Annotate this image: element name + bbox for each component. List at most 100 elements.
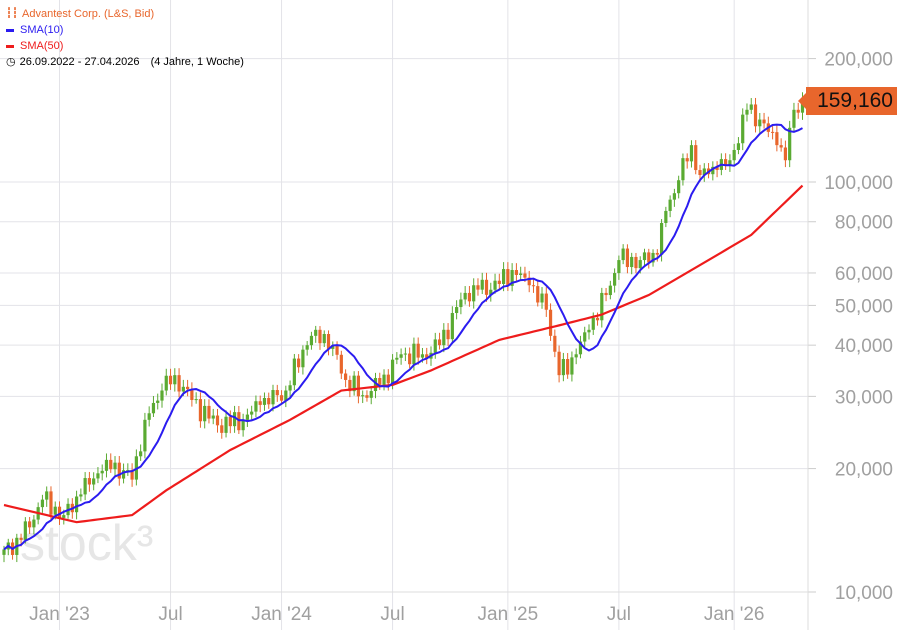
candle <box>339 350 343 380</box>
x-tick-label: Jul <box>158 604 182 625</box>
candle <box>497 273 501 291</box>
y-tick-label: 80,000 <box>835 213 893 234</box>
candle-body <box>412 343 416 365</box>
candle-body <box>681 158 685 181</box>
candle <box>621 244 625 265</box>
candle <box>625 244 630 274</box>
date-range[interactable]: ◷ 26.09.2022 - 27.04.2026 (4 Jahre, 1 Woc… <box>6 54 244 70</box>
candle-body <box>45 491 49 500</box>
candle <box>45 486 49 507</box>
legend-label: SMA(10) <box>20 24 64 36</box>
candle-body <box>168 375 173 385</box>
candle <box>352 371 356 396</box>
candle-body <box>275 390 279 396</box>
sma50-line <box>3 184 804 524</box>
candle <box>425 347 429 365</box>
y-tick-label: 20,000 <box>835 460 893 481</box>
candle <box>220 418 224 439</box>
candle-body <box>173 375 177 385</box>
candle-body <box>437 339 442 346</box>
candle <box>275 384 279 402</box>
candle-body <box>23 521 27 540</box>
candle-body <box>40 499 45 508</box>
candle-body <box>638 260 642 269</box>
candle-body <box>519 273 523 275</box>
candle-body <box>745 109 749 115</box>
candle-body <box>497 280 501 284</box>
candle <box>322 330 326 348</box>
candle-body <box>203 405 207 422</box>
candle-body <box>758 119 762 127</box>
x-tick-label: Jan '25 <box>478 604 539 625</box>
candle <box>335 341 339 360</box>
candle-body <box>762 119 766 124</box>
candle-body <box>672 193 676 200</box>
candle-body <box>356 375 361 397</box>
candle <box>600 287 604 328</box>
candle-body <box>53 506 57 515</box>
candle-body <box>634 256 638 269</box>
candle <box>689 140 694 168</box>
candle <box>194 392 198 404</box>
candle <box>570 351 574 382</box>
candle <box>783 140 788 168</box>
candle <box>109 453 113 473</box>
candle <box>548 303 553 341</box>
candle <box>173 368 177 392</box>
candle-body <box>600 292 604 321</box>
candle <box>92 472 96 491</box>
candle <box>284 385 288 408</box>
candle <box>305 341 309 356</box>
legend-item-sma10[interactable]: SMA(10) <box>6 22 244 38</box>
candle <box>771 125 775 140</box>
candle <box>314 325 318 343</box>
candle-body <box>689 145 694 162</box>
candle-body <box>344 373 348 380</box>
candle-body <box>215 415 220 426</box>
candle <box>96 467 100 484</box>
candle-body <box>121 470 126 479</box>
candle-body <box>2 549 6 555</box>
candle-body <box>160 390 164 401</box>
candle-body <box>207 405 211 419</box>
candle-body <box>100 470 104 474</box>
candle-body <box>369 391 373 398</box>
candle <box>455 300 459 320</box>
candle <box>164 368 168 396</box>
candle <box>484 272 489 302</box>
candle-body <box>220 425 224 433</box>
date-range-text: 26.09.2022 - 27.04.2026 <box>19 56 140 68</box>
candle <box>437 332 442 350</box>
candle-body <box>553 335 557 352</box>
candle-body <box>587 329 591 333</box>
candle-body <box>126 470 130 472</box>
candle <box>207 399 211 424</box>
candle-body <box>715 166 719 170</box>
candle-body <box>659 222 664 255</box>
candle <box>472 278 476 309</box>
clock-icon: ◷ <box>6 56 16 68</box>
candle-body <box>694 145 698 171</box>
sma10-swatch-icon <box>6 28 14 32</box>
candle-body <box>92 478 96 485</box>
candle-body <box>258 401 262 405</box>
candle-body <box>625 248 630 268</box>
candle <box>177 368 181 398</box>
candle-body <box>250 411 254 415</box>
candle-body <box>151 402 156 414</box>
candle <box>672 188 676 207</box>
candle <box>79 488 83 502</box>
candle-body <box>664 210 668 223</box>
legend-item-sma50[interactable]: SMA(50) <box>6 38 244 54</box>
candle-body <box>96 473 100 479</box>
candle <box>519 266 523 282</box>
candle <box>583 326 587 348</box>
candle-body <box>79 494 83 497</box>
candle-body <box>386 374 390 384</box>
candle-body <box>655 252 659 255</box>
candle <box>361 390 365 404</box>
candle-body <box>557 351 561 376</box>
candle <box>279 390 284 405</box>
legend-item-price[interactable]: ┇┇ Advantest Corp. (L&S, Bid) <box>6 6 244 22</box>
